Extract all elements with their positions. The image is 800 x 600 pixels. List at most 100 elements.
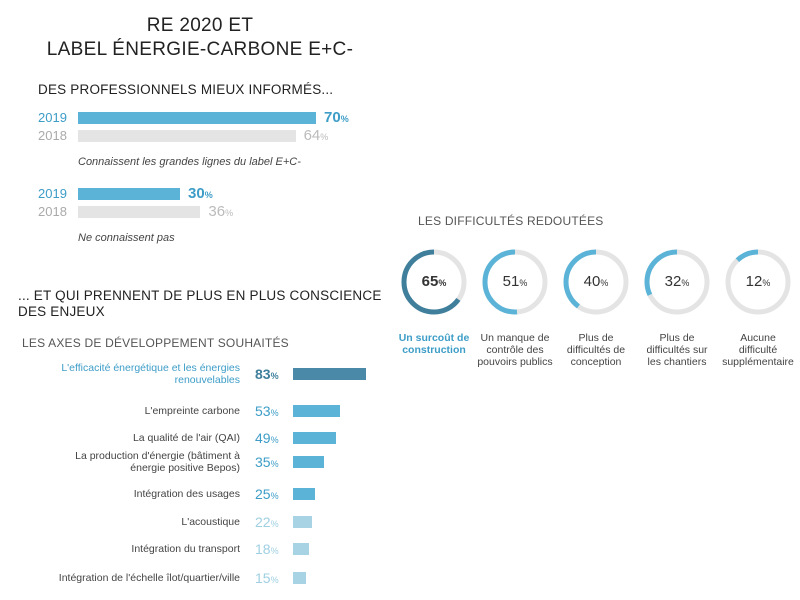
donut-label: Un manque de contrôle des pouvoirs publi…	[477, 332, 553, 368]
axis-value: 22%	[255, 514, 279, 530]
axis-value: 18%	[255, 541, 279, 557]
percent-sign: %	[340, 114, 349, 124]
donut-svg	[725, 249, 791, 315]
donut-arc	[725, 249, 791, 315]
value-number: 65	[421, 273, 439, 290]
axis-value: 83%	[255, 366, 279, 382]
bar-value: 64%	[304, 127, 329, 144]
percent-sign: %	[600, 278, 609, 288]
donut-arc	[401, 249, 467, 315]
percent-sign: %	[225, 208, 234, 218]
main-title-line1: RE 2020 ET	[146, 15, 254, 36]
percent-sign: %	[320, 132, 329, 142]
donut-value: 40%	[562, 248, 630, 316]
bar-value: 36%	[208, 203, 233, 220]
axis-label: L'empreinte carbone	[144, 405, 240, 417]
percent-sign: %	[270, 491, 279, 501]
value-number: 30	[188, 185, 205, 202]
axis-label: Intégration de l'échelle îlot/quartier/v…	[58, 572, 240, 584]
donut-label: Plus de difficultés de conception	[566, 332, 626, 368]
axis-label: L'efficacité énergétique et les énergies…	[61, 362, 240, 386]
bar-caption: Ne connaissent pas	[78, 232, 175, 244]
donut-svg	[401, 249, 467, 315]
donut-value: 65%	[400, 248, 468, 316]
donut-arc	[563, 249, 629, 315]
axis-value: 35%	[255, 454, 279, 470]
donut: 12%	[724, 248, 792, 316]
value-number: 32	[664, 273, 682, 290]
section1-title: DES PROFESSIONNELS MIEUX INFORMÉS...	[38, 82, 334, 97]
donut-label: Un surcoût de construction	[398, 332, 470, 356]
percent-sign: %	[270, 435, 279, 445]
donut-value: 51%	[481, 248, 549, 316]
axis-value: 49%	[255, 430, 279, 446]
donut-svg	[482, 249, 548, 315]
axis-label: Intégration des usages	[133, 488, 240, 500]
percent-sign: %	[270, 408, 279, 418]
percent-sign: %	[270, 575, 279, 585]
value-number: 70	[324, 109, 341, 126]
axis-label: L'acoustique	[181, 516, 240, 528]
donut-arc	[482, 249, 548, 315]
axis-label: Intégration du transport	[131, 543, 240, 555]
difficulties-title: LES DIFFICULTÉS REDOUTÉES	[418, 214, 604, 228]
year-label: 2019	[38, 110, 67, 125]
section2-title-line2: DES ENJEUX	[18, 304, 105, 319]
axis-bar	[293, 368, 367, 380]
value-number: 35	[255, 454, 271, 470]
section2-title: ... ET QUI PRENNENT DE PLUS EN PLUS CONS…	[18, 288, 382, 320]
axis-label: La qualité de l'air (QAI)	[132, 432, 240, 444]
axis-value: 15%	[255, 570, 279, 586]
percent-sign: %	[270, 546, 279, 556]
year-label: 2019	[38, 186, 67, 201]
axis-label: La production d'énergie (bâtiment à éner…	[75, 450, 240, 474]
value-number: 15	[255, 570, 271, 586]
year-label: 2018	[38, 204, 67, 219]
value-number: 53	[255, 403, 271, 419]
value-number: 12	[745, 273, 763, 290]
donut-svg	[563, 249, 629, 315]
value-number: 40	[583, 273, 601, 290]
bar-2018	[78, 130, 296, 142]
value-number: 49	[255, 430, 271, 446]
value-number: 64	[303, 127, 321, 144]
difficulties-chart: 65% Un surcoût de construction 51% Un manqu…	[390, 248, 800, 398]
donut-svg	[644, 249, 710, 315]
axis-bar	[293, 488, 315, 500]
axis-value: 25%	[255, 486, 279, 502]
value-number: 83	[255, 366, 271, 382]
main-title: RE 2020 ET LABEL ÉNERGIE-CARBONE E+C-	[0, 14, 400, 62]
axis-bar	[293, 405, 340, 417]
donut: 51%	[481, 248, 549, 316]
percent-sign: %	[204, 190, 213, 200]
main-title-line2: LABEL ÉNERGIE-CARBONE E+C-	[46, 39, 354, 60]
bar-2019	[78, 112, 316, 124]
axes-chart: L'efficacité énergétique et les énergies…	[0, 360, 400, 600]
year-label: 2018	[38, 128, 67, 143]
value-number: 18	[255, 541, 271, 557]
donut-value: 32%	[643, 248, 711, 316]
value-number: 22	[255, 514, 271, 530]
bar-2019	[78, 188, 180, 200]
bar-2018	[78, 206, 201, 218]
bar-caption: Connaissent les grandes lignes du label …	[78, 156, 301, 168]
axis-value: 53%	[255, 403, 279, 419]
percent-sign: %	[762, 278, 771, 288]
donut: 65%	[400, 248, 468, 316]
percent-sign: %	[270, 519, 279, 529]
donut: 32%	[643, 248, 711, 316]
percent-sign: %	[270, 371, 279, 381]
axes-title: LES AXES DE DÉVELOPPEMENT SOUHAITÉS	[22, 336, 289, 350]
bar-value: 70%	[324, 109, 349, 126]
percent-sign: %	[270, 459, 279, 469]
percent-sign: %	[438, 278, 447, 288]
section2-title-line1: ... ET QUI PRENNENT DE PLUS EN PLUS CONS…	[18, 288, 382, 303]
knowledge-chart-known: 2019 70% 2018 64% Connaissent les grandes li…	[0, 109, 400, 172]
axis-bar	[293, 572, 307, 584]
donut-value: 12%	[724, 248, 792, 316]
value-number: 36	[208, 203, 226, 220]
value-number: 25	[255, 486, 271, 502]
percent-sign: %	[681, 278, 690, 288]
bar-value: 30%	[188, 185, 213, 202]
donut: 40%	[562, 248, 630, 316]
